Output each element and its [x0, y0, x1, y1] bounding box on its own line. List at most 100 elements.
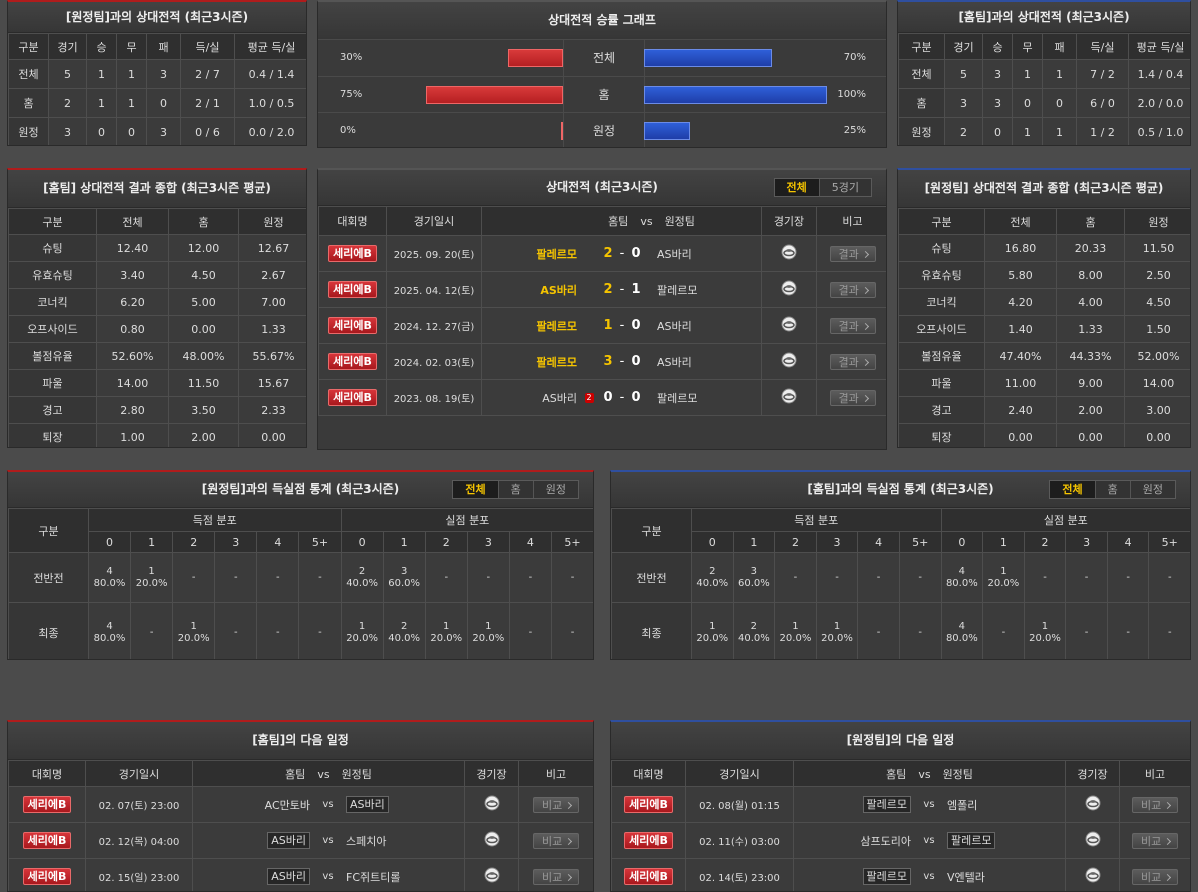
home-team: AS바리	[267, 832, 310, 849]
versus: vs	[911, 799, 947, 810]
column-header-part: 원정팀	[342, 768, 372, 781]
cell: 1	[117, 89, 147, 118]
count: 1	[468, 621, 509, 633]
group-header: 득점 분포	[692, 509, 942, 532]
away-rate: 70%	[844, 52, 866, 63]
cell: 1.50	[1125, 316, 1192, 343]
count: 1	[692, 621, 733, 633]
cell: 12.40	[97, 235, 169, 262]
title-text: [원정팀]과의 득실점 통계 (최근3시즌)	[202, 482, 399, 496]
tab[interactable]: 전체	[453, 481, 497, 498]
cell: 3	[983, 89, 1013, 118]
note-cell: 결과	[817, 380, 888, 416]
title-text: 상대전적 (최근3시즌)	[546, 180, 658, 194]
count: -	[983, 627, 1024, 639]
bin-header: 0	[692, 532, 734, 553]
cell: -	[551, 553, 593, 603]
cell: -	[509, 553, 551, 603]
percent: 20.0%	[468, 633, 509, 645]
column-header: 경기일시	[387, 207, 482, 236]
tab[interactable]: 원정	[1130, 481, 1175, 498]
tab[interactable]: 원정	[533, 481, 578, 498]
cell: 1	[87, 89, 117, 118]
tab[interactable]: 전체	[1050, 481, 1094, 498]
result-button[interactable]: 결과	[830, 354, 876, 370]
league-cell: 세리에B	[612, 823, 686, 859]
cell: 2.00	[1057, 397, 1125, 424]
column-header: 구분	[899, 34, 945, 60]
panel-title: [홈팀] 상대전적 결과 종합 (최근3시즌 평균)	[8, 170, 306, 208]
percent: 80.0%	[942, 633, 983, 645]
compare-button[interactable]: 비교	[533, 797, 579, 813]
compare-button[interactable]: 비교	[533, 833, 579, 849]
away-team: FC쥐트티롤	[346, 871, 401, 884]
home-rate: 30%	[340, 52, 362, 63]
cell: 5	[945, 60, 983, 89]
cell: -	[983, 603, 1025, 661]
away-team: AS바리	[643, 318, 761, 334]
row-label: 유효슈팅	[899, 262, 985, 289]
row-label: 전체	[9, 60, 49, 89]
title-text: 상대전적 승률 그래프	[548, 13, 656, 27]
cell: 2.80	[97, 397, 169, 424]
cell: 0	[117, 118, 147, 147]
count: -	[426, 572, 467, 584]
row-label: 원정	[9, 118, 49, 147]
row-label: 경고	[899, 397, 985, 424]
note-cell: 비교	[519, 859, 594, 892]
tab[interactable]: 5경기	[819, 179, 871, 196]
count: -	[1025, 572, 1066, 584]
panel-title: 상대전적 승률 그래프	[318, 2, 886, 40]
cell: -	[1149, 553, 1191, 603]
cell: 5.80	[985, 262, 1057, 289]
date: 02. 15(일) 23:00	[86, 859, 193, 892]
cell: 2.50	[1125, 262, 1192, 289]
result-button[interactable]: 결과	[830, 318, 876, 334]
note-cell: 결과	[817, 344, 888, 380]
cell: 1 / 2	[1077, 118, 1129, 147]
count: -	[131, 627, 172, 639]
cell: 2	[49, 89, 87, 118]
tab[interactable]: 홈	[1095, 481, 1130, 498]
count: -	[173, 572, 214, 584]
bin-header: 2	[173, 532, 215, 553]
away-score: 1	[629, 282, 643, 297]
note-cell: 비교	[519, 823, 594, 859]
away-wrap: 엠폴리	[947, 797, 1065, 813]
column-header: 대회명	[612, 761, 686, 787]
result-button[interactable]: 결과	[830, 390, 876, 406]
cell: 0	[1013, 89, 1043, 118]
away-rate: 25%	[844, 125, 866, 136]
compare-button[interactable]: 비교	[1132, 833, 1178, 849]
away-score: 0	[629, 246, 643, 261]
column-header-part: 홈팀	[886, 768, 906, 781]
compare-button[interactable]: 비교	[1132, 797, 1178, 813]
tab[interactable]: 전체	[775, 179, 819, 196]
compare-button[interactable]: 비교	[533, 869, 579, 885]
stadium-icon	[781, 316, 797, 332]
cell: 7 / 2	[1077, 60, 1129, 89]
result-button[interactable]: 결과	[830, 282, 876, 298]
compare-button[interactable]: 비교	[1132, 869, 1178, 885]
cell: 0.00	[1057, 424, 1125, 449]
count: 3	[734, 566, 775, 578]
tab[interactable]: 홈	[498, 481, 533, 498]
percent: 80.0%	[942, 578, 983, 590]
league-badge: 세리에B	[328, 281, 377, 298]
result-button[interactable]: 결과	[830, 246, 876, 262]
percent: 20.0%	[426, 633, 467, 645]
count: -	[775, 572, 816, 584]
cell: 0	[87, 118, 117, 147]
